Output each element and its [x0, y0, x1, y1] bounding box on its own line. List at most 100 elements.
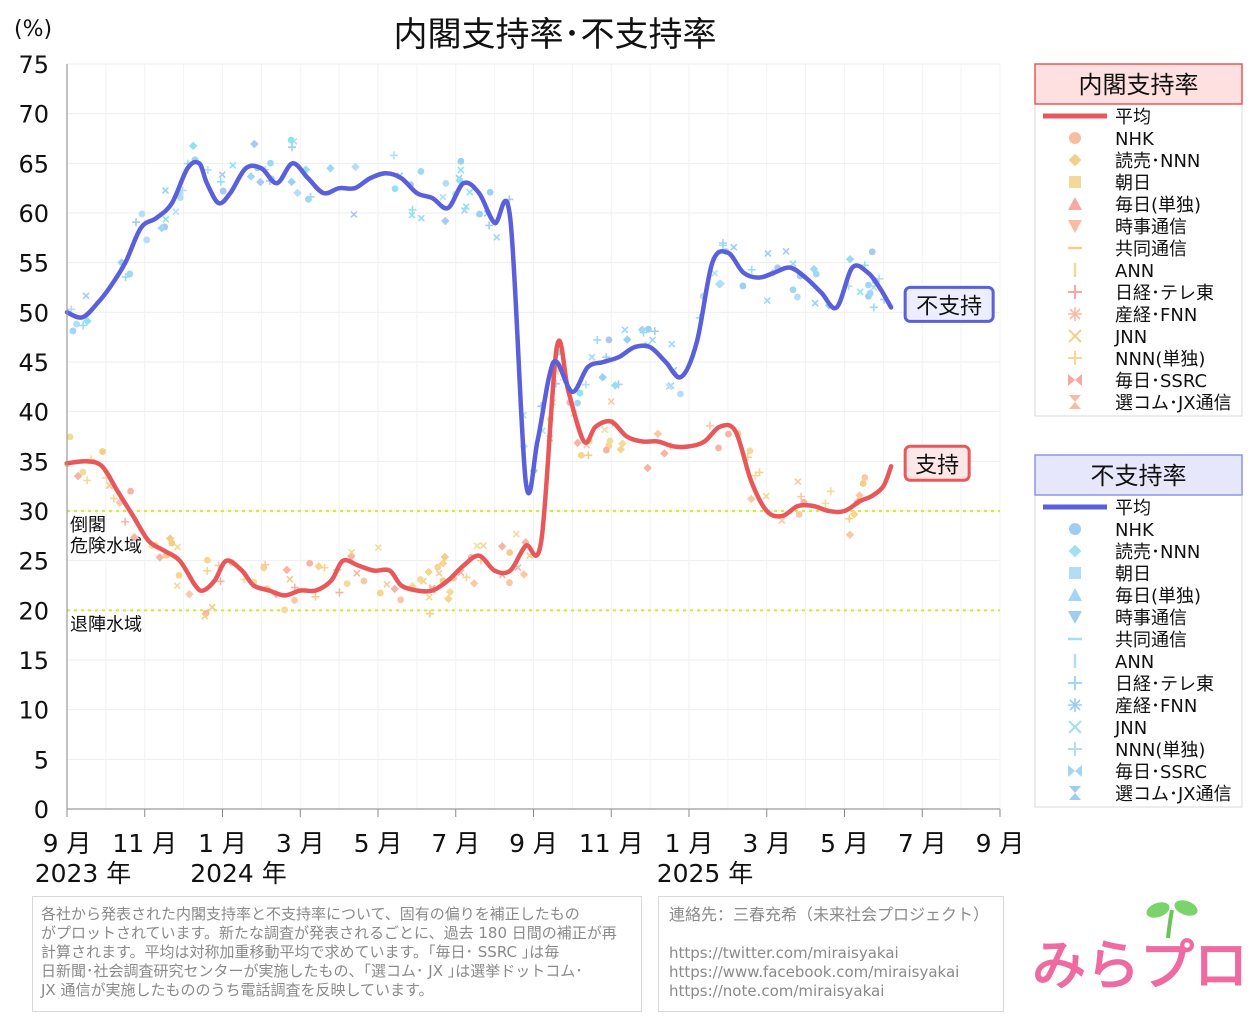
poll-point — [109, 494, 118, 503]
legend-marker — [1068, 220, 1082, 233]
y-tick-label: 45 — [18, 349, 49, 377]
callout-label: 支持 — [915, 453, 959, 478]
poll-point — [351, 162, 360, 172]
poll-point — [83, 476, 92, 485]
contact-link-note[interactable]: https://note.com/miraisyakai — [669, 982, 885, 1000]
poll-point — [826, 487, 835, 496]
legend-title-box — [1034, 454, 1243, 496]
poll-point — [637, 325, 647, 335]
poll-point — [485, 221, 494, 230]
legend-item-label: NHK — [1115, 129, 1155, 150]
poll-point — [581, 380, 590, 389]
poll-point — [855, 491, 864, 500]
y-tick-label: 30 — [18, 498, 49, 526]
poll-point — [288, 143, 297, 152]
poll-point — [390, 584, 399, 594]
legend-item-label: 読売･NNN — [1115, 542, 1200, 563]
legend-item-label: 時事通信 — [1115, 608, 1187, 629]
poll-point — [602, 446, 610, 454]
poll-point — [747, 265, 756, 274]
poll-point — [306, 559, 314, 567]
legend-item-label: ANN — [1115, 261, 1154, 282]
poll-point — [856, 288, 864, 296]
poll-point — [593, 335, 602, 344]
poll-point — [250, 139, 259, 149]
legend-item-label: 選コム･JX通信 — [1115, 784, 1232, 805]
poll-point — [417, 576, 424, 583]
y-tick-label: 0 — [34, 796, 49, 824]
poll-point — [584, 451, 593, 460]
contact-link-twitter[interactable]: https://twitter.com/miraisyakai — [669, 944, 899, 962]
poll-point — [466, 188, 474, 196]
poll-point — [216, 577, 225, 586]
poll-point — [73, 471, 83, 481]
poll-point — [811, 299, 819, 307]
poll-point — [794, 477, 802, 486]
poll-point — [435, 569, 443, 577]
poll-point — [462, 202, 470, 211]
poll-point — [287, 177, 296, 187]
poll-point — [162, 215, 170, 223]
series-line-不支持 — [64, 159, 894, 496]
poll-point — [175, 571, 183, 579]
legend-marker — [1068, 307, 1082, 321]
poll-point — [845, 514, 854, 523]
legend-marker — [1068, 720, 1082, 734]
poll-point — [789, 286, 797, 294]
poll-point — [82, 292, 90, 300]
poll-point — [782, 247, 790, 255]
x-tick-label: 9 月 — [976, 829, 1025, 858]
poll-point — [172, 208, 180, 216]
legend-item-label: JNN — [1114, 718, 1147, 739]
legend-item-label: 選コム･JX通信 — [1115, 393, 1232, 414]
poll-point — [138, 210, 146, 218]
legend-marker — [1068, 742, 1082, 756]
poll-point — [261, 560, 270, 569]
poll-point — [311, 592, 320, 601]
average-lines — [64, 159, 894, 598]
poll-point — [668, 340, 676, 348]
poll-point — [845, 530, 855, 539]
poll-point — [66, 433, 74, 441]
poll-point — [573, 438, 582, 448]
poll-point — [314, 562, 323, 571]
poll-point — [577, 451, 585, 459]
poll-point — [173, 582, 181, 590]
y-tick-label: 55 — [18, 250, 49, 278]
poll-point — [246, 172, 256, 181]
reference-line-label: 危険水域 — [70, 536, 142, 557]
poll-point — [168, 539, 176, 547]
contact-box: 連絡先：三春充希（未来社会プロジェクト） https://twitter.com… — [658, 896, 1004, 1012]
poll-point — [764, 249, 772, 258]
poll-point — [173, 543, 182, 551]
contact-link-facebook[interactable]: https://www.facebook.com/miraisyakai — [669, 963, 960, 981]
y-tick-label: 40 — [18, 399, 49, 427]
poll-point — [417, 214, 425, 222]
poll-point — [397, 596, 405, 604]
legend-item-label: 共同通信 — [1115, 630, 1187, 651]
poll-point — [650, 327, 659, 336]
poll-point — [649, 336, 657, 344]
poll-point — [131, 218, 140, 227]
legend-item-label: 朝日 — [1115, 564, 1151, 585]
legend-title: 不支持率 — [1091, 462, 1187, 490]
legend-marker — [1068, 765, 1082, 777]
poll-point — [203, 566, 212, 575]
y-tick-label: 70 — [18, 101, 49, 129]
y-tick-label: 5 — [34, 746, 49, 774]
legend-marker — [1068, 351, 1082, 365]
poll-point — [739, 282, 747, 290]
legend-item-label: NNN(単独) — [1115, 740, 1205, 761]
poll-point — [660, 449, 669, 458]
poll-point — [718, 239, 727, 248]
poll-point — [864, 281, 872, 289]
poll-point — [99, 448, 106, 455]
poll-point — [121, 273, 130, 282]
poll-point — [598, 373, 607, 382]
poll-point — [286, 575, 294, 583]
poll-point — [229, 161, 237, 169]
poll-point — [859, 480, 867, 487]
poll-point — [434, 563, 442, 571]
